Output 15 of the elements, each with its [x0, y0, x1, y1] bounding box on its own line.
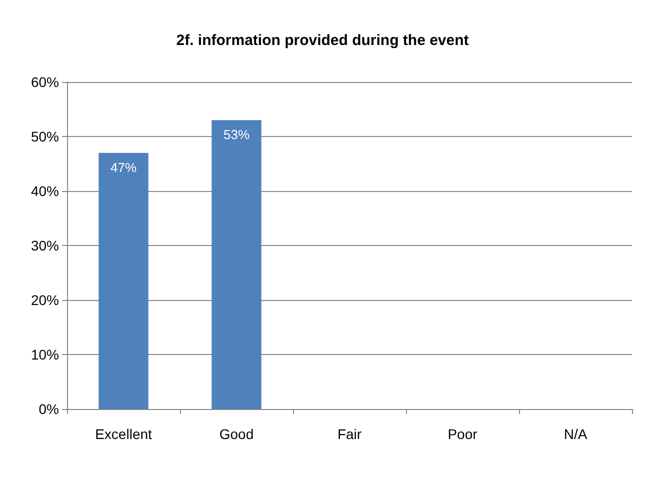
x-tick-label: Poor — [448, 426, 478, 442]
y-tick-label: 20% — [30, 292, 59, 308]
chart-title: 2f. information provided during the event — [176, 32, 469, 49]
x-tick-label: Good — [219, 426, 254, 442]
y-tick-label: 10% — [30, 346, 59, 362]
data-label: 47% — [110, 160, 137, 175]
x-tick-label: Fair — [337, 426, 362, 442]
x-tick-label: N/A — [564, 426, 588, 442]
y-tick-label: 0% — [38, 401, 59, 417]
y-tick-label: 40% — [30, 183, 59, 199]
x-tick-label: Excellent — [95, 426, 152, 442]
y-tick-label: 50% — [30, 128, 59, 144]
y-tick-label: 30% — [30, 238, 59, 254]
data-label: 53% — [223, 127, 250, 142]
y-tick-label: 60% — [30, 74, 59, 90]
